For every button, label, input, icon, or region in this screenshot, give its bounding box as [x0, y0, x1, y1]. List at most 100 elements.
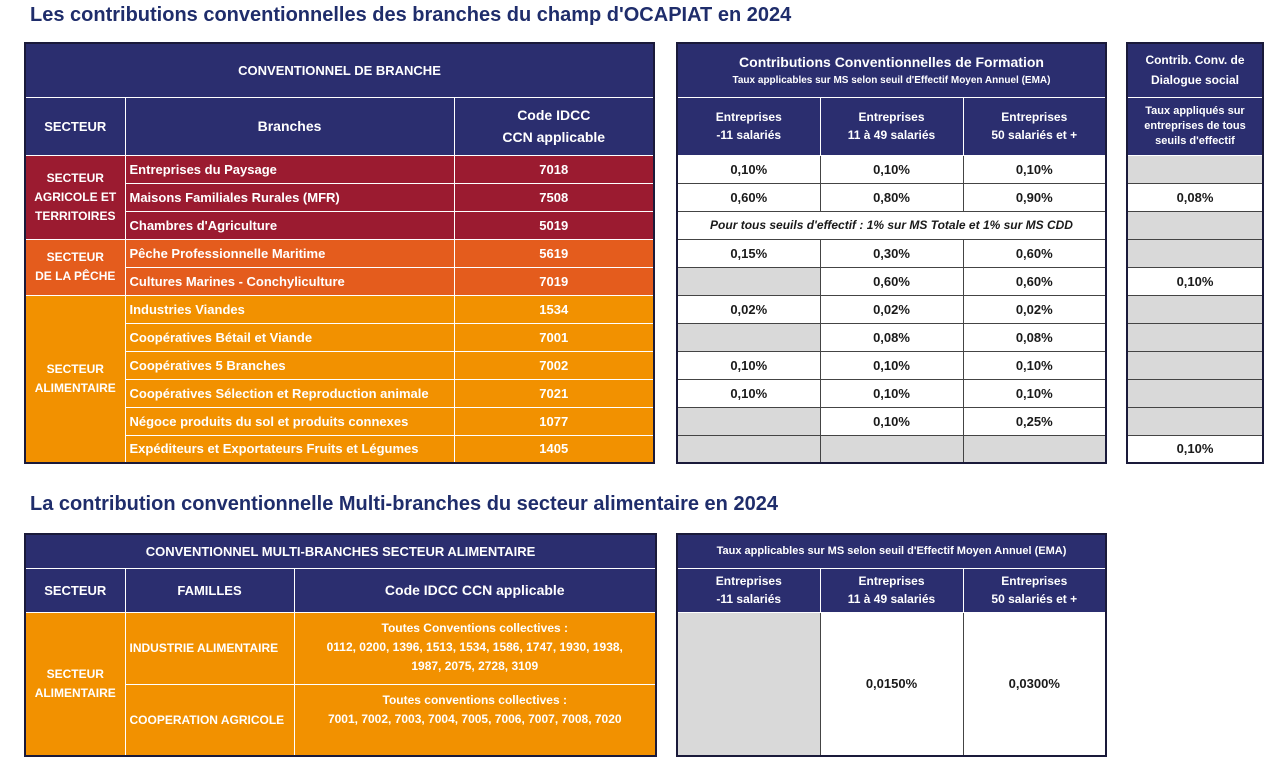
dialogue-rate-cell	[1126, 154, 1264, 184]
dialogue-row	[1126, 406, 1264, 436]
col-effectif-line: -11 salariés	[716, 128, 782, 142]
rate-row: Pour tous seuils d'effectif : 1% sur MS …	[676, 210, 1107, 240]
branch-code: 1077	[453, 406, 655, 436]
codes-line: Toutes Conventions collectives :	[381, 620, 568, 635]
col-effectif-line: 50 salariés et +	[991, 592, 1078, 606]
sector-label: DE LA PÊCHE	[35, 269, 116, 283]
branch-name: Entreprises du Paysage	[124, 154, 455, 184]
codes-line: 1987, 2075, 2728, 3109	[411, 658, 539, 673]
rate-cell	[676, 406, 821, 436]
dialogue-subheader-line: Taux appliqués sur	[1145, 104, 1245, 117]
branch-name: Négoce produits du sol et produits conne…	[124, 406, 455, 436]
rate-cell: 0,10%	[676, 378, 821, 408]
multi-branch-rates-header: Taux applicables sur MS selon seuil d'Ef…	[676, 533, 1107, 569]
col-branches: Branches	[124, 96, 455, 156]
rate-cell: 0,10%	[676, 350, 821, 380]
multi-branch-rates-table: Taux applicables sur MS selon seuil d'Ef…	[676, 533, 1108, 757]
rate-cell: 0,60%	[819, 266, 964, 296]
formation-table-header: Contributions Conventionnelles de Format…	[676, 42, 1107, 98]
branch-code: 7018	[453, 154, 655, 184]
multi-branch-table: CONVENTIONNEL MULTI-BRANCHES SECTEUR ALI…	[24, 533, 658, 757]
branch-code: 1405	[453, 434, 655, 464]
col-effectif-header: Entreprises -11 salariés	[676, 96, 821, 156]
rate-row: 0,10% 0,10% 0,10%	[676, 350, 1107, 380]
dialogue-rate-cell	[1126, 350, 1264, 380]
rate-cell: 0,10%	[676, 154, 821, 184]
branch-code: 5019	[453, 210, 655, 240]
branch-code: 7508	[453, 182, 655, 212]
rate-cell: 0,10%	[819, 378, 964, 408]
dialogue-row: 0,08%	[1126, 182, 1264, 212]
col-code-label-1: Code IDCC	[517, 107, 591, 123]
col-effectif-header: Entreprises 11 à 49 salariés	[819, 567, 964, 613]
rate-cell: 0,02%	[962, 294, 1107, 324]
col-effectif-line: Entreprises	[858, 110, 925, 124]
rate-cell: 0,08%	[962, 322, 1107, 352]
dialogue-header: Contrib. Conv. de Dialogue social	[1126, 42, 1264, 98]
multi-branch-header: CONVENTIONNEL MULTI-BRANCHES SECTEUR ALI…	[24, 533, 657, 569]
dialogue-row	[1126, 378, 1264, 408]
formation-header-title: Contributions Conventionnelles de Format…	[739, 54, 1044, 71]
col-code-label-2: CCN applicable	[502, 129, 606, 145]
col-effectif-line: Entreprises	[715, 110, 782, 124]
rate-cell: 0,15%	[676, 238, 821, 268]
branch-name: Pêche Professionnelle Maritime	[124, 238, 455, 268]
rate-cell	[676, 322, 821, 352]
formation-table: Contributions Conventionnelles de Format…	[676, 42, 1107, 464]
rate-cell: 0,0300%	[962, 611, 1107, 757]
sector-label: SECTEUR	[46, 250, 104, 264]
rate-cell: 0,02%	[676, 294, 821, 324]
branch-code: 1534	[453, 294, 655, 324]
branch-name: Industries Viandes	[124, 294, 455, 324]
sector-agricole: SECTEUR AGRICOLE ET TERRITOIRES	[24, 154, 126, 240]
rate-row: 0,60% 0,60%	[676, 266, 1107, 296]
rate-cell: 0,10%	[819, 154, 964, 184]
dialogue-subheader-line: entreprises de tous	[1144, 119, 1246, 132]
codes-line: 7001, 7002, 7003, 7004, 7005, 7006, 7007…	[327, 711, 622, 726]
branch-name: Chambres d'Agriculture	[124, 210, 455, 240]
rate-cell: 0,80%	[819, 182, 964, 212]
sector-label: AGRICOLE ET	[34, 189, 117, 204]
col-code-idcc: Code IDCC CCN applicable	[453, 96, 655, 156]
branch-name: Maisons Familiales Rurales (MFR)	[124, 182, 455, 212]
col-secteur: SECTEUR	[24, 567, 126, 613]
col-code-idcc: Code IDCC CCN applicable	[293, 567, 657, 613]
family-codes: Toutes Conventions collectives : 0112, 0…	[293, 611, 657, 685]
dialogue-row: 0,10%	[1126, 266, 1264, 296]
rate-row	[676, 434, 1107, 464]
sector-peche: SECTEUR DE LA PÊCHE	[24, 238, 126, 296]
rate-cell: 0,60%	[676, 182, 821, 212]
branch-name: Cultures Marines - Conchyliculture	[124, 266, 455, 296]
rate-cell	[676, 266, 821, 296]
rate-row: 0,10% 0,10% 0,10%	[676, 378, 1107, 408]
dialogue-rate-cell: 0,08%	[1126, 182, 1264, 212]
rate-cell: 0,08%	[819, 322, 964, 352]
codes-line: 0112, 0200, 1396, 1513, 1534, 1586, 1747…	[326, 639, 623, 654]
dialogue-rate-cell	[1126, 210, 1264, 240]
col-effectif-line: 11 à 49 salariés	[847, 128, 936, 142]
rate-cell: 0,10%	[962, 378, 1107, 408]
rate-cell: 0,10%	[962, 154, 1107, 184]
col-effectif-line: 50 salariés et +	[991, 128, 1078, 142]
rate-row: 0,10% 0,10% 0,10%	[676, 154, 1107, 184]
rate-cell: 0,02%	[819, 294, 964, 324]
col-effectif-line: -11 salariés	[716, 592, 782, 606]
branch-table-header: CONVENTIONNEL DE BRANCHE	[24, 42, 655, 98]
rate-row: 0,08% 0,08%	[676, 322, 1107, 352]
dialogue-row: 0,10%	[1126, 434, 1264, 464]
col-effectif-line: Entreprises	[1001, 110, 1068, 124]
dialogue-social-table: Contrib. Conv. de Dialogue social Taux a…	[1126, 42, 1264, 464]
rate-cell: 0,10%	[962, 350, 1107, 380]
formation-header-subtitle: Taux applicables sur MS selon seuil d'Ef…	[732, 75, 1051, 87]
dialogue-rate-cell: 0,10%	[1126, 434, 1264, 464]
dialogue-rate-cell	[1126, 238, 1264, 268]
sector-label: ALIMENTAIRE	[34, 380, 116, 395]
page-title: Les contributions conventionnelles des b…	[30, 4, 792, 26]
branch-name: Coopératives Sélection et Reproduction a…	[124, 378, 455, 408]
branch-name: Expéditeurs et Exportateurs Fruits et Lé…	[124, 434, 455, 464]
family-name: INDUSTRIE ALIMENTAIRE	[124, 611, 295, 685]
dialogue-row	[1126, 322, 1264, 352]
rate-cell	[676, 611, 821, 757]
rate-cell: 0,0150%	[819, 611, 964, 757]
sector-label: SECTEUR	[46, 666, 104, 681]
